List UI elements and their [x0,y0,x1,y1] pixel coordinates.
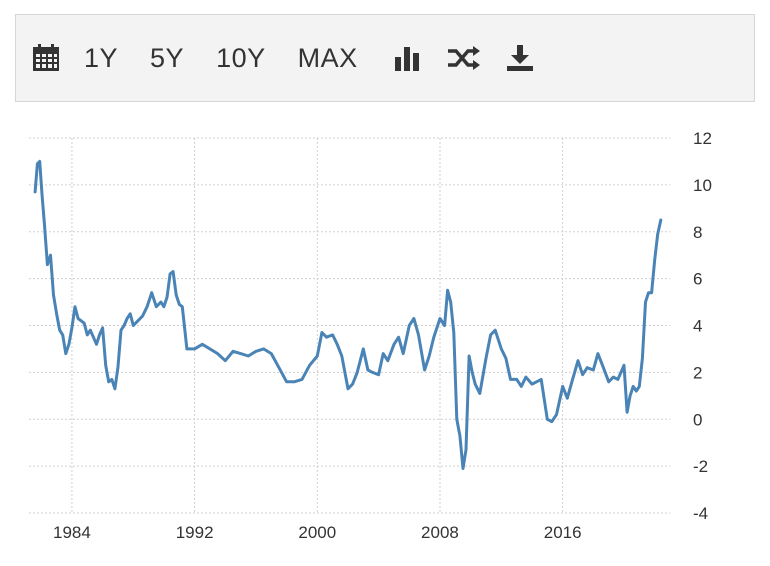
series-line [33,159,663,470]
calendar-icon[interactable] [28,38,64,78]
shuffle-icon[interactable] [446,38,482,78]
x-tick-label: 2016 [544,523,582,542]
x-tick-label: 1984 [53,523,91,542]
y-tick-label: -2 [693,457,708,476]
y-tick-label: 2 [693,363,702,382]
range-max-button[interactable]: MAX [297,42,358,73]
range-5y-button[interactable]: 5Y [150,42,185,73]
x-tick-label: 2008 [421,523,459,542]
range-1y-button[interactable]: 1Y [84,42,119,73]
line-chart: 12 10 8 6 4 2 0 -2 -4 1984 1992 2000 2008 2016 [29,129,712,542]
chart-toolbar: 1Y 5Y 10Y MAX [15,14,755,102]
x-tick-label: 1992 [176,523,214,542]
x-tick-label: 2000 [298,523,336,542]
y-tick-label: 8 [693,223,702,242]
range-10y-button[interactable]: 10Y [216,42,266,73]
bar-chart-icon[interactable] [390,38,426,78]
download-icon[interactable] [502,38,538,78]
y-tick-label: 4 [693,317,702,336]
chart-area: 12 10 8 6 4 2 0 -2 -4 1984 1992 2000 2008 2016 [15,120,755,560]
y-tick-label: 6 [693,270,702,289]
y-tick-label: 10 [693,176,712,195]
y-tick-label: -4 [693,504,708,523]
y-tick-label: 12 [693,129,712,148]
y-tick-label: 0 [693,410,702,429]
